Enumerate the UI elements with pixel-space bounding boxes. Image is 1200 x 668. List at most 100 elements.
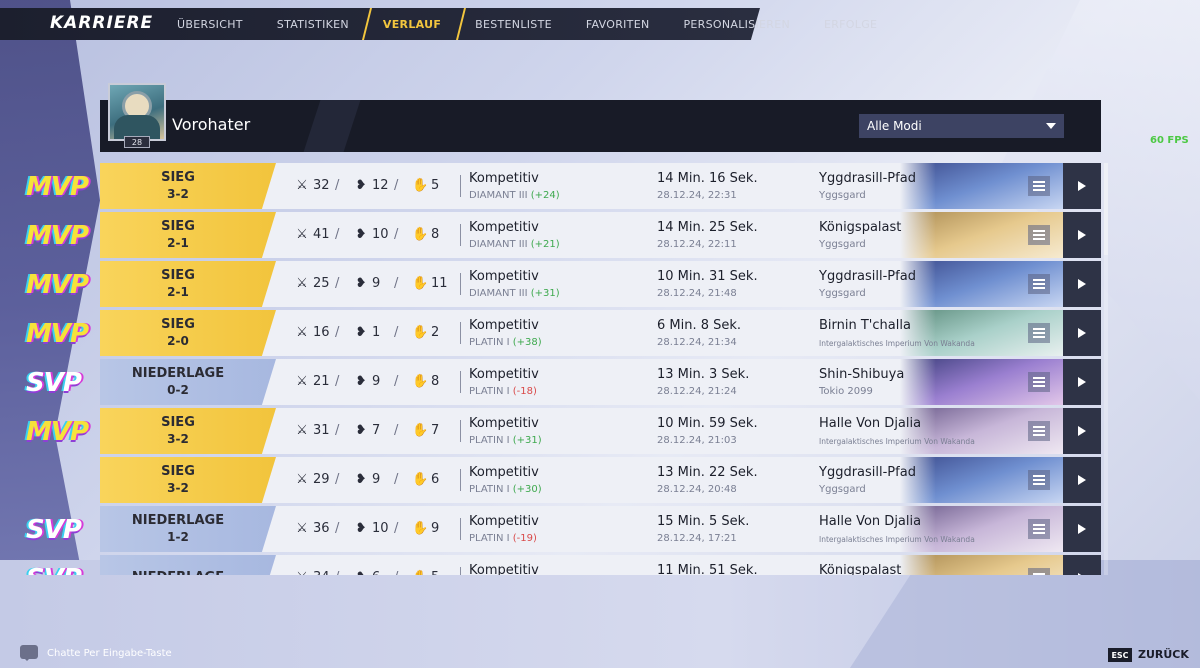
result-panel: NIEDERLAGE 1-2 [100, 506, 276, 552]
result-panel: SIEG 3-2 [100, 163, 276, 209]
map-region: Intergalaktisches Imperium Von Wakanda [819, 339, 975, 348]
mode-filter-dropdown[interactable]: Alle Modi [859, 114, 1064, 138]
assists-value: 8 [431, 374, 440, 389]
deaths-icon: ❥ [355, 374, 367, 389]
match-datetime: 28.12.24, 20:48 [657, 484, 737, 495]
play-icon [1078, 377, 1086, 387]
details-menu-button[interactable] [1028, 176, 1050, 196]
details-menu-button[interactable] [1028, 323, 1050, 343]
tab-bestenliste[interactable]: BESTENLISTE [475, 17, 552, 31]
rank-info: PLATIN I (+30) [469, 484, 542, 495]
kills-icon: ⚔ [294, 570, 310, 575]
deaths-value: 9 [372, 472, 381, 487]
menu-line [1033, 385, 1045, 387]
match-duration: 10 Min. 59 Sek. [657, 416, 758, 431]
details-menu-button[interactable] [1028, 421, 1050, 441]
nav-tabs: ÜBERSICHT STATISTIKEN VERLAUF BESTENLISTE FA… [160, 8, 894, 40]
deaths-value: 1 [372, 325, 381, 340]
match-datetime: 28.12.24, 21:34 [657, 337, 737, 348]
match-datetime: 28.12.24, 21:48 [657, 288, 737, 299]
map-region: Yggsgard [819, 190, 866, 201]
kills-icon: ⚔ [296, 325, 308, 340]
result-score: 3-2 [167, 481, 189, 495]
performance-badge: MVP [26, 221, 89, 251]
match-row[interactable]: SVP NIEDERLAGE ⚔ 34 / ❥ 6 / ✋ 5 Kompetit… [0, 555, 1101, 575]
result-panel: SIEG 2-1 [100, 212, 276, 258]
details-menu-button[interactable] [1028, 568, 1050, 575]
match-row[interactable]: SIEG 3-2 ⚔ 29 / ❥ 9 / ✋ 6 Kompetitiv PLA… [0, 457, 1101, 503]
deaths-icon: ❥ [355, 325, 367, 340]
column-divider [460, 175, 461, 197]
menu-line [1033, 479, 1045, 481]
match-row[interactable]: SVP NIEDERLAGE 1-2 ⚔ 36 / ❥ 10 / ✋ 9 Kom… [0, 506, 1101, 552]
avatar-body [114, 115, 160, 139]
play-icon [1078, 181, 1086, 191]
result-label: SIEG [161, 170, 195, 185]
match-row[interactable]: MVP SIEG 3-2 ⚔ 31 / ❥ 7 / ✋ 7 Kompetitiv… [0, 408, 1101, 454]
column-divider [460, 567, 461, 575]
replay-button[interactable] [1063, 261, 1101, 307]
menu-line [1033, 475, 1045, 477]
kda-stats: ⚔ 34 / ❥ 6 / ✋ 5 [294, 570, 453, 575]
play-icon [1078, 426, 1086, 436]
tab-personalisieren[interactable]: PERSONALISIEREN [683, 17, 790, 31]
rank-info: DIAMANT III (+24) [469, 190, 560, 201]
menu-line [1033, 332, 1045, 334]
replay-button[interactable] [1063, 212, 1101, 258]
match-datetime: 28.12.24, 21:03 [657, 435, 737, 446]
details-menu-button[interactable] [1028, 274, 1050, 294]
deaths-icon: ❥ [355, 178, 367, 193]
esc-key-icon[interactable]: ESC [1108, 648, 1132, 662]
details-menu-button[interactable] [1028, 519, 1050, 539]
details-menu-button[interactable] [1028, 470, 1050, 490]
replay-button[interactable] [1063, 163, 1101, 209]
level-badge: 28 [124, 136, 150, 148]
back-button[interactable]: ZURÜCK [1138, 648, 1189, 661]
game-mode: Kompetitiv [469, 367, 539, 382]
stat-separator: / [394, 423, 399, 438]
details-menu-button[interactable] [1028, 225, 1050, 245]
menu-line [1033, 189, 1045, 191]
column-divider [460, 420, 461, 442]
match-row[interactable]: MVP SIEG 2-0 ⚔ 16 / ❥ 1 / ✋ 2 Kompetitiv… [0, 310, 1101, 356]
menu-line [1033, 336, 1045, 338]
rank-change: (+24) [530, 190, 560, 201]
kills-icon: ⚔ [296, 276, 308, 291]
replay-button[interactable] [1063, 457, 1101, 503]
deaths-value: 7 [372, 423, 381, 438]
map-name: Yggdrasill-Pfad [819, 465, 916, 480]
tab-statistiken[interactable]: STATISTIKEN [276, 17, 349, 31]
scrollbar-thumb[interactable] [1104, 163, 1108, 255]
result-label: NIEDERLAGE [131, 366, 225, 381]
tab-verlauf[interactable]: VERLAUF [366, 8, 458, 40]
match-row[interactable]: MVP SIEG 2-1 ⚔ 41 / ❥ 10 / ✋ 8 Kompetiti… [0, 212, 1101, 258]
match-datetime: 28.12.24, 22:11 [657, 239, 737, 250]
replay-button[interactable] [1063, 555, 1101, 575]
tab-übersicht[interactable]: ÜBERSICHT [177, 17, 243, 31]
kda-stats: ⚔ 25 / ❥ 9 / ✋ 11 [294, 276, 453, 291]
menu-line [1033, 230, 1045, 232]
kills-icon: ⚔ [296, 178, 308, 193]
menu-line [1033, 185, 1045, 187]
performance-badge [26, 465, 96, 497]
replay-button[interactable] [1063, 359, 1101, 405]
assists-icon: ✋ [412, 325, 429, 340]
replay-button[interactable] [1063, 408, 1101, 454]
map-name: Königspalast [819, 563, 902, 575]
kda-stats: ⚔ 29 / ❥ 9 / ✋ 6 [294, 472, 453, 487]
details-menu-button[interactable] [1028, 372, 1050, 392]
tab-erfolge[interactable]: ERFOLGE [823, 17, 878, 31]
match-row[interactable]: SVP NIEDERLAGE 0-2 ⚔ 21 / ❥ 9 / ✋ 8 Komp… [0, 359, 1101, 405]
menu-line [1033, 483, 1045, 485]
scrollbar-track[interactable] [1104, 163, 1108, 575]
replay-button[interactable] [1063, 506, 1101, 552]
tab-favoriten[interactable]: FAVORITEN [585, 17, 650, 31]
kills-value: 41 [313, 227, 330, 242]
avatar[interactable] [108, 83, 166, 141]
fps-counter: 60 FPS [1150, 135, 1189, 146]
replay-button[interactable] [1063, 310, 1101, 356]
assists-icon: ✋ [412, 227, 429, 242]
match-duration: 13 Min. 22 Sek. [657, 465, 758, 480]
match-row[interactable]: MVP SIEG 3-2 ⚔ 32 / ❥ 12 / ✋ 5 Kompetiti… [0, 163, 1101, 209]
match-row[interactable]: MVP SIEG 2-1 ⚔ 25 / ❥ 9 / ✋ 11 Kompetiti… [0, 261, 1101, 307]
